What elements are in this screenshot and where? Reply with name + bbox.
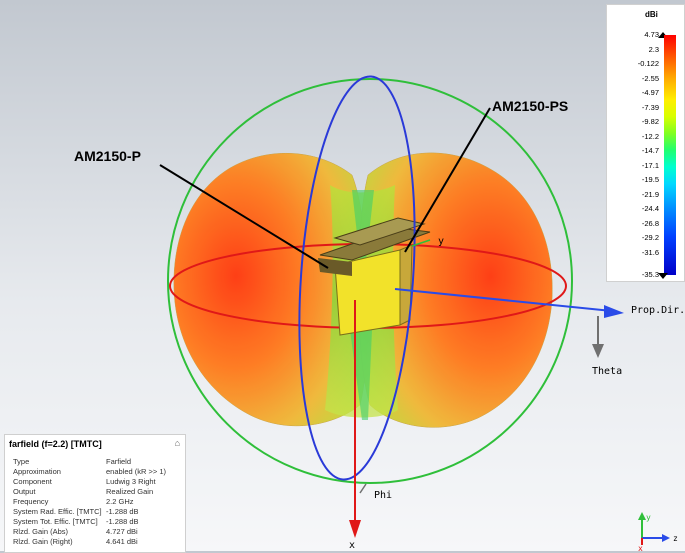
triad-z-label: z: [673, 534, 678, 543]
colorbar-tick: -0.122: [637, 59, 659, 68]
prop-dir-label: Prop.Dir.: [631, 305, 685, 316]
orientation-triad: y z x: [638, 512, 678, 551]
info-panel-title: farfield (f=2.2) [TMTC]: [9, 439, 102, 449]
colorbar-legend: dBi 4.73 2.3 -0.122 -2.55 -4.97 -7.39 -9…: [606, 4, 685, 282]
info-value: -1.288 dB: [106, 517, 139, 526]
info-row: System Tot. Effic. [TMTC] -1.288 dB: [5, 517, 185, 527]
colorbar-tick: 2.3: [648, 45, 659, 54]
colorbar-tick: -2.55: [641, 74, 659, 83]
info-key: Output: [13, 487, 36, 496]
info-value: -1.288 dB: [106, 507, 139, 516]
x-axis-label: x: [349, 540, 356, 551]
colorbar-tick: -7.39: [641, 103, 659, 112]
green-reference-circle: [167, 78, 573, 484]
colorbar-tick: -12.2: [641, 132, 659, 141]
info-row: System Rad. Effic. [TMTC] -1.288 dB: [5, 507, 185, 517]
triad-x-label: x: [638, 544, 643, 551]
prop-dir-axis: [394, 288, 613, 312]
colorbar-min-marker: [658, 273, 668, 279]
info-row: Rlzd. Gain (Right) 4.641 dBi: [5, 537, 185, 547]
colorbar-tick: -21.9: [641, 190, 659, 199]
info-value: Farfield: [106, 457, 132, 466]
blue-reference-circle: [298, 75, 416, 481]
theta-arrowhead: [592, 344, 604, 358]
info-value: 4.641 dBi: [106, 537, 138, 546]
info-row: Type Farfield: [5, 457, 185, 467]
colorbar-tick: 4.73: [644, 30, 659, 39]
colorbar-tick: -31.6: [641, 248, 659, 257]
info-key: Type: [13, 457, 30, 466]
info-value: Ludwig 3 Right: [106, 477, 156, 486]
info-row: Component Ludwig 3 Right: [5, 477, 185, 487]
triad-y-arrowhead: [638, 512, 646, 520]
triad-z-arrowhead: [662, 534, 670, 542]
info-row: Output Realized Gain: [5, 487, 185, 497]
farfield-info-panel[interactable]: farfield (f=2.2) [TMTC] ⌂ Type Farfield …: [4, 434, 186, 553]
info-key: Approximation: [13, 467, 61, 476]
prop-dir-arrowhead: [604, 305, 624, 318]
info-key: System Rad. Effic. [TMTC]: [13, 507, 102, 516]
callout-line-am2150-ps: [404, 107, 491, 253]
phi-marker: [359, 483, 367, 494]
colorbar-tick: -35.3: [641, 270, 659, 279]
colorbar-tick: -4.97: [641, 88, 659, 97]
info-key: System Tot. Effic. [TMTC]: [13, 517, 98, 526]
y-axis: [411, 239, 431, 247]
callout-am2150-p: AM2150-P: [74, 148, 141, 164]
colorbar-tick: -14.7: [641, 146, 659, 155]
callout-line-am2150-p: [159, 164, 329, 269]
info-value: 4.727 dBi: [106, 527, 138, 536]
colorbar-tick: -29.2: [641, 233, 659, 242]
info-row: Frequency 2.2 GHz: [5, 497, 185, 507]
x-axis-arrowhead: [349, 520, 361, 538]
colorbar-max-marker: [658, 32, 668, 38]
info-key: Rlzd. Gain (Abs): [13, 527, 69, 536]
info-key: Frequency: [13, 497, 49, 506]
info-row: Approximation enabled (kR >> 1): [5, 467, 185, 477]
info-value: Realized Gain: [106, 487, 154, 496]
collapse-icon[interactable]: ⌂: [174, 438, 180, 448]
info-value: enabled (kR >> 1): [106, 467, 167, 476]
colorbar-tick: -26.8: [641, 219, 659, 228]
callout-am2150-ps: AM2150-PS: [492, 98, 569, 114]
theta-label: Theta: [592, 366, 623, 377]
triad-y-label: y: [646, 513, 651, 522]
info-key: Rlzd. Gain (Right): [13, 537, 73, 546]
antenna-model[interactable]: [318, 217, 431, 336]
info-value: 2.2 GHz: [106, 497, 134, 506]
colorbar-tick: -17.1: [641, 161, 659, 170]
colorbar-gradient: [664, 35, 676, 275]
info-key: Component: [13, 477, 52, 486]
colorbar-tick: -9.82: [641, 117, 659, 126]
y-axis-label: y: [438, 236, 445, 247]
phi-label: Phi: [374, 490, 393, 501]
colorbar-tick: -24.4: [641, 204, 659, 213]
info-row: Rlzd. Gain (Abs) 4.727 dBi: [5, 527, 185, 537]
colorbar-unit: dBi: [645, 10, 658, 19]
colorbar-tick: -19.5: [641, 175, 659, 184]
